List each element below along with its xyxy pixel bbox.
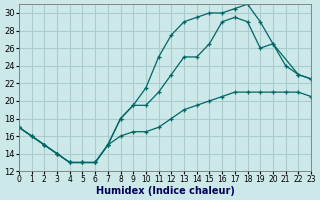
X-axis label: Humidex (Indice chaleur): Humidex (Indice chaleur) <box>96 186 235 196</box>
